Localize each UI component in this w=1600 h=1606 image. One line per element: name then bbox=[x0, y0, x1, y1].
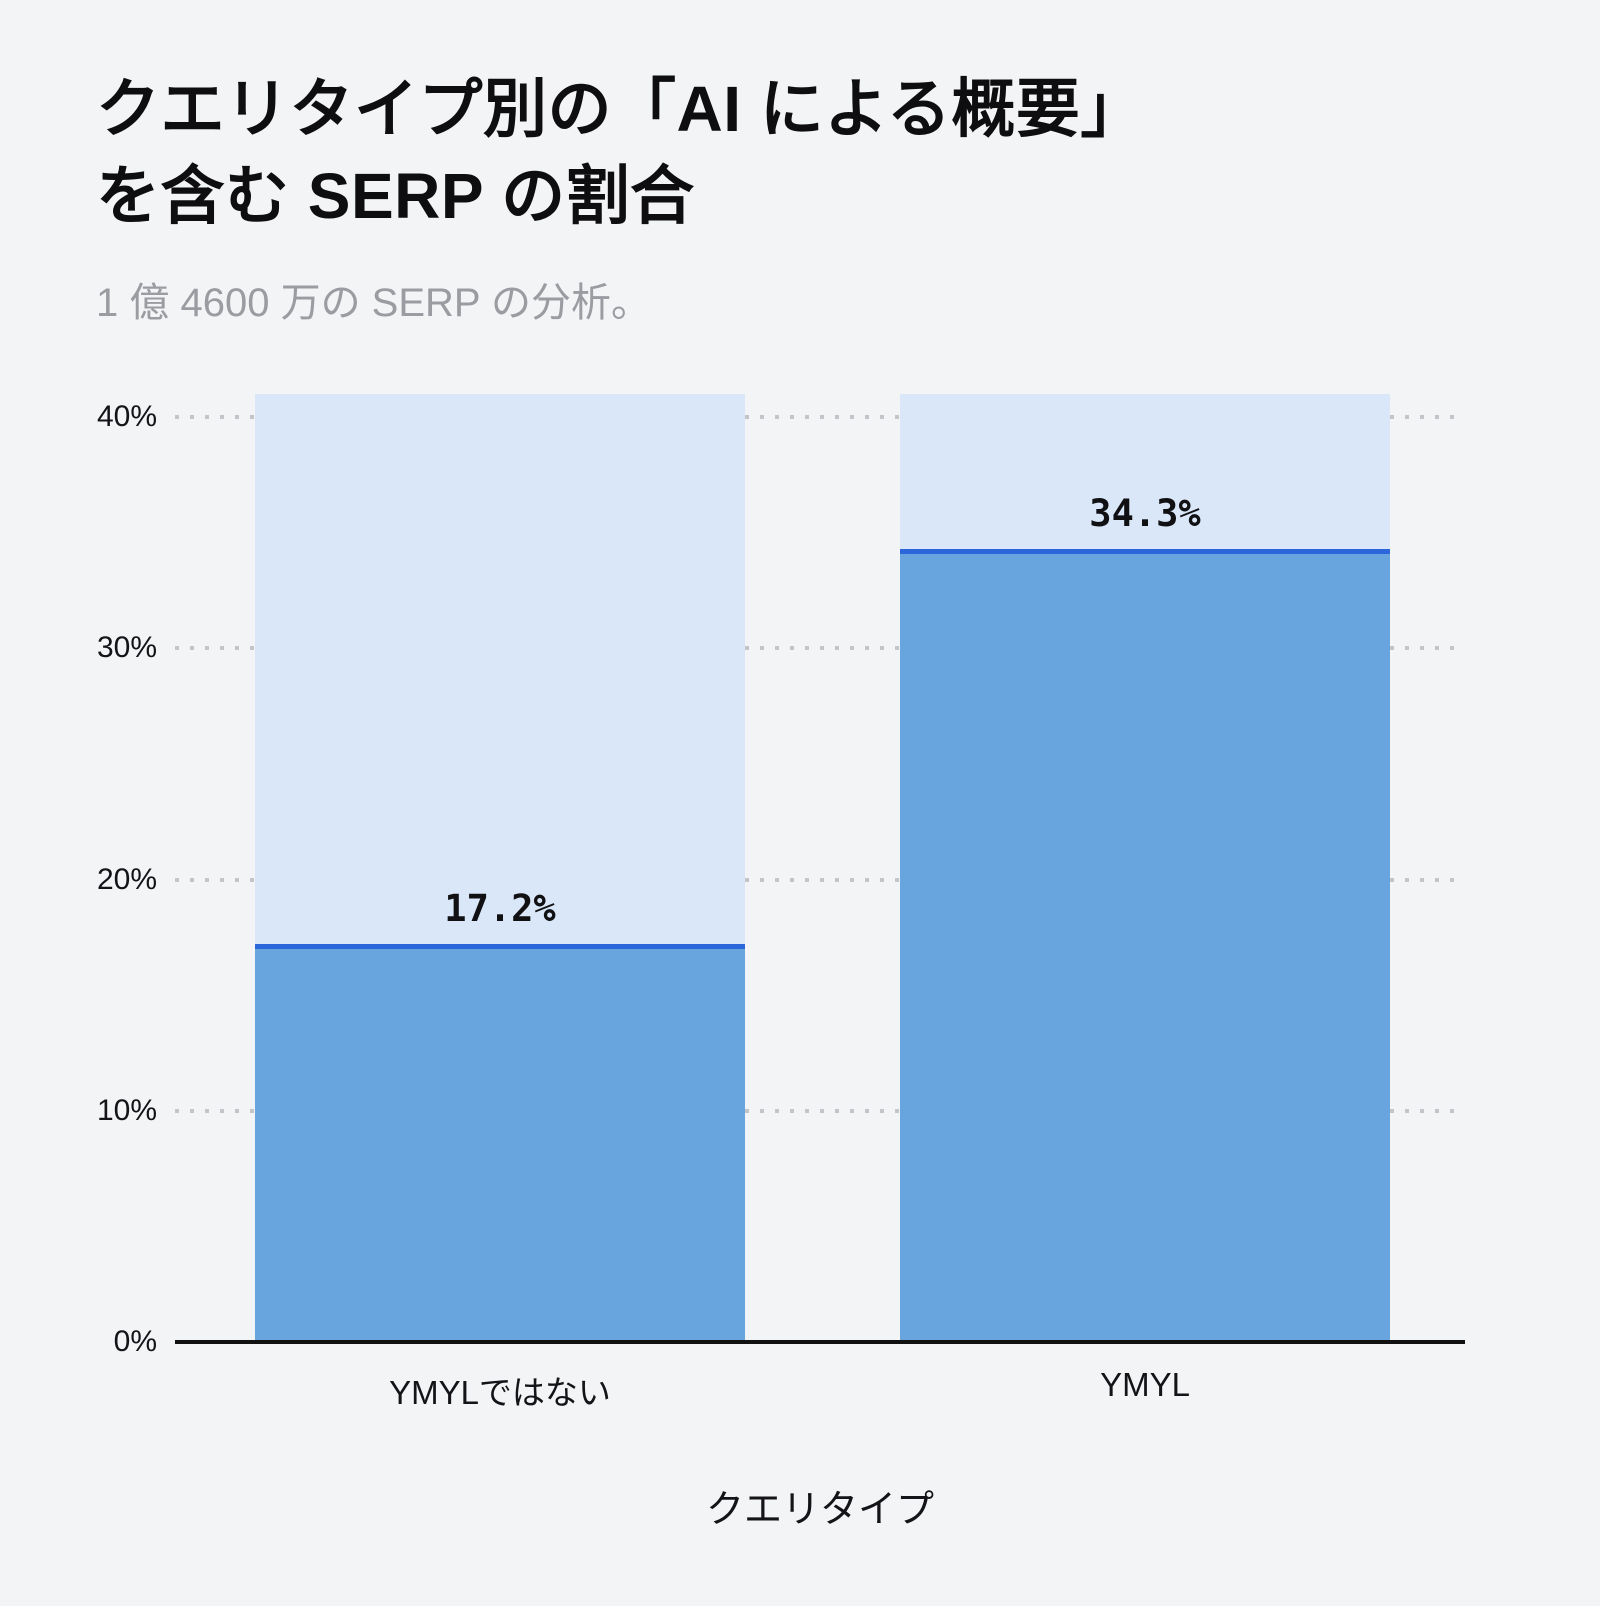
bar-YMYL: 34.3% bbox=[900, 394, 1390, 1343]
chart-title-line-2: を含む SERP の割合 bbox=[96, 160, 695, 233]
y-tick-label-0%: 0% bbox=[113, 1325, 157, 1359]
x-axis-title: クエリタイプ bbox=[705, 1489, 934, 1532]
chart-title: クエリタイプ別の「AI による概要」 を含む SERP の割合 bbox=[96, 66, 1504, 240]
bar-value-label: 34.3% bbox=[1089, 491, 1201, 535]
bar-YMYLではない: 17.2% bbox=[255, 394, 745, 1343]
y-tick-label-40%: 40% bbox=[96, 400, 157, 434]
bar-value-label: 17.2% bbox=[444, 887, 556, 931]
gridline-40% bbox=[175, 415, 1465, 420]
bar-fill bbox=[900, 548, 1390, 1343]
y-tick-label-10%: 10% bbox=[96, 1093, 157, 1127]
category-label-YMYL: YMYL bbox=[1100, 1366, 1190, 1404]
chart-subtitle: 1 億 4600 万の SERP の分析。 bbox=[96, 281, 651, 326]
bar-fill bbox=[255, 944, 745, 1343]
bars: 17.2% 34.3% bbox=[175, 394, 1465, 1343]
x-axis-line bbox=[175, 1340, 1465, 1345]
bar-chart: 17.2% 34.3% 0% 10% 20% 30% 40% YMYLではない YMYL ク… bbox=[96, 394, 1504, 1533]
gridline-10% bbox=[175, 1108, 1465, 1113]
gridline-20% bbox=[175, 877, 1465, 882]
chart-title-line-1: クエリタイプ別の「AI による概要」 bbox=[96, 73, 1145, 145]
category-label-YMYLではない: YMYLではない bbox=[389, 1374, 611, 1412]
gridline-30% bbox=[175, 646, 1465, 651]
y-tick-label-20%: 20% bbox=[96, 862, 157, 896]
y-tick-label-30%: 30% bbox=[96, 631, 157, 665]
plot-area: 17.2% 34.3% 0% 10% 20% 30% 40% bbox=[97, 394, 1465, 1358]
category-labels: YMYLではない YMYL bbox=[175, 1366, 1465, 1414]
